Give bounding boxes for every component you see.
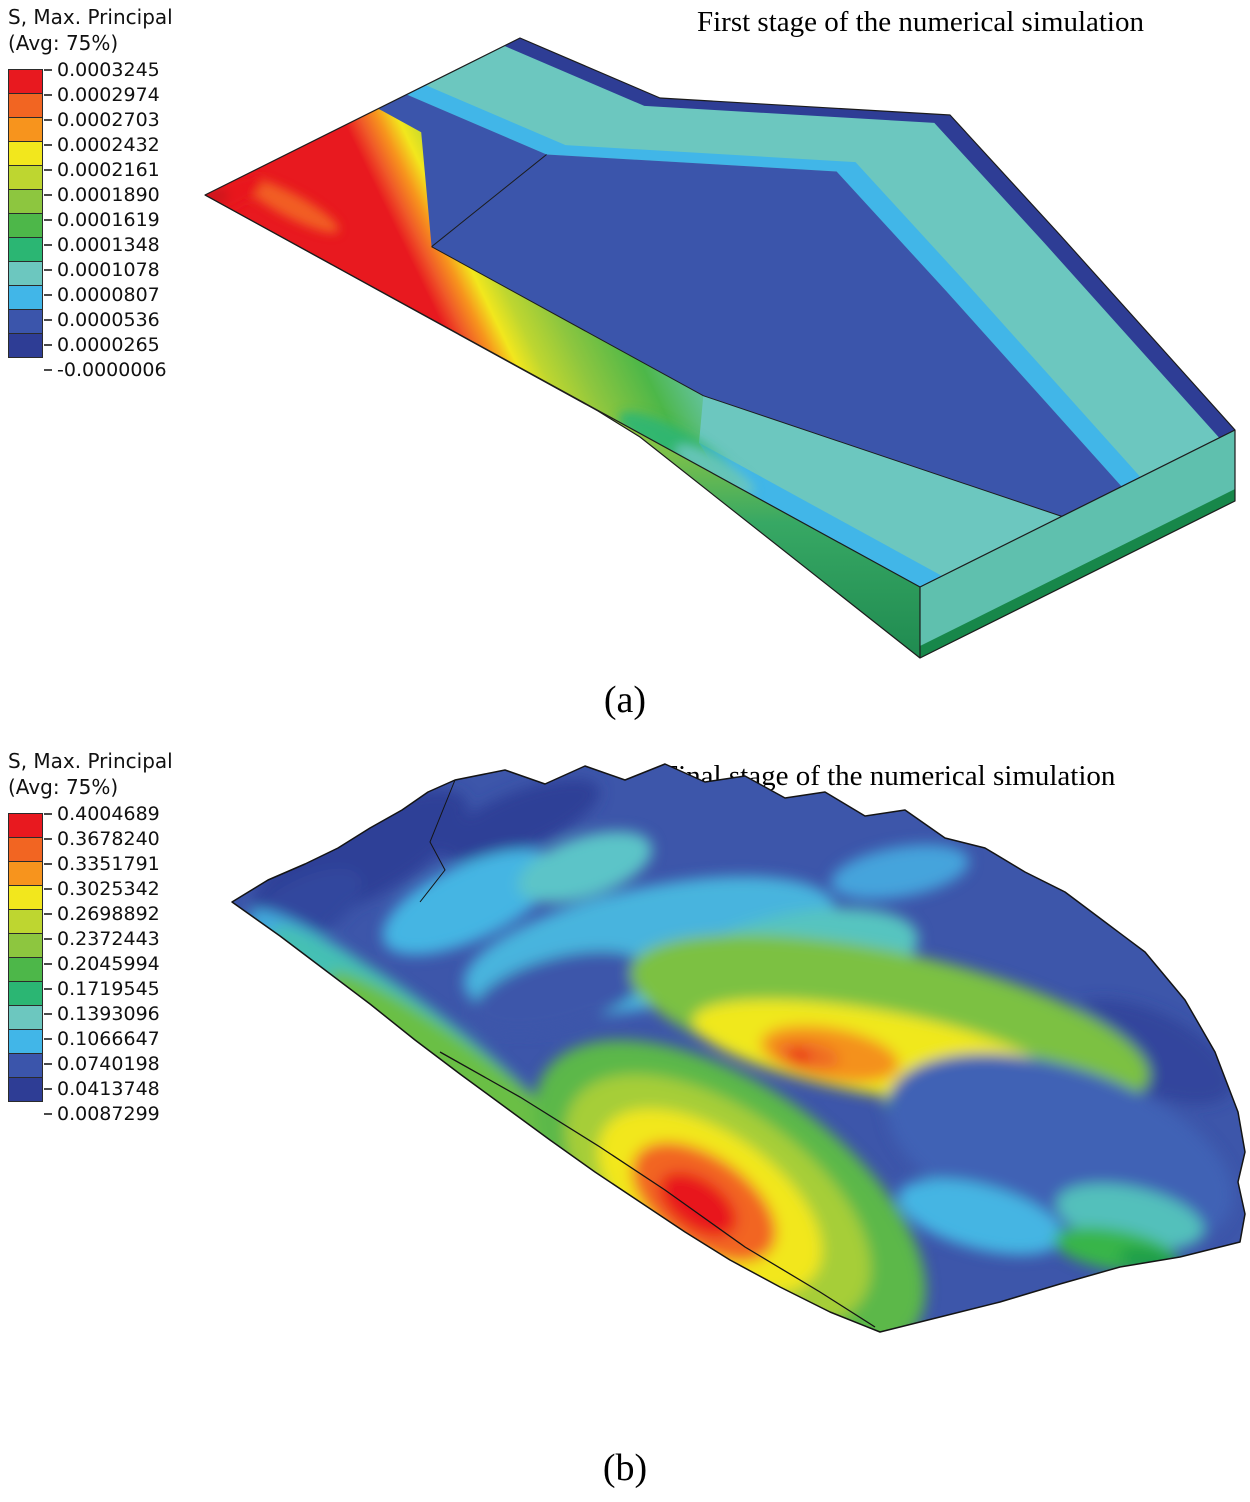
colorbar-value: 0.0001078 <box>44 257 167 282</box>
legend-title-line1: S, Max. Principal <box>8 5 173 29</box>
end-face-top-edge <box>919 429 1236 588</box>
silhouette-b <box>231 763 1246 1333</box>
colorbar: 0.0003245 0.0002974 0.0002703 0.0002432 0.00… <box>8 59 173 382</box>
colorbar-value: 0.0003245 <box>44 57 167 82</box>
embankment-toe-line <box>431 246 1062 517</box>
colorbar-value: 0.0001348 <box>44 232 167 257</box>
model-a-svg <box>204 37 1236 659</box>
contour-plot-first-stage <box>0 0 1250 704</box>
colorbar-swatch <box>8 1053 43 1078</box>
subfigure-caption-b: (b) <box>602 1447 648 1489</box>
colorbar-swatches <box>8 813 43 1126</box>
stress-gradient-slope <box>205 108 720 478</box>
colorbar-swatch <box>8 261 43 286</box>
colorbar-value: 0.0001619 <box>44 207 167 232</box>
colorbar-value: 0.0000265 <box>44 332 167 357</box>
colorbar-value: 0.0002974 <box>44 82 167 107</box>
front-terrace <box>699 395 1062 576</box>
subfigure-caption-a: (a) <box>603 679 647 721</box>
colorbar-swatch <box>8 933 43 958</box>
colorbar: 0.4004689 0.3678240 0.3351791 0.3025342 0.26… <box>8 803 173 1126</box>
model-a-body <box>205 38 1235 658</box>
colorbar-value: 0.4004689 <box>44 801 160 826</box>
colorbar-swatch <box>8 93 43 118</box>
front-terrace-cyan-stripe <box>699 442 943 587</box>
colorbar-swatch <box>8 1077 43 1102</box>
colorbar-swatch <box>8 213 43 238</box>
colorbar-swatch <box>8 981 43 1006</box>
dark-blue-patch <box>1066 999 1234 1105</box>
colorbar-swatch <box>8 1029 43 1054</box>
red-spot <box>789 1049 811 1063</box>
back-edge-stripe <box>504 38 1235 438</box>
embankment-plateau <box>274 94 1122 553</box>
colorbar-value: 0.2045994 <box>44 951 160 976</box>
colorbar-swatch <box>8 309 43 334</box>
front-top-edge <box>204 194 921 588</box>
colorbar-swatch <box>8 837 43 862</box>
teal-patch <box>517 831 653 903</box>
end-face-bottom-strip <box>920 489 1235 658</box>
colorbar-value: 0.0413748 <box>44 1076 160 1101</box>
colorbar-swatch <box>8 333 43 358</box>
colorbar-value: 0.3025342 <box>44 876 160 901</box>
colorbar-value: 0.3678240 <box>44 826 160 851</box>
colorbar-labels: 0.0003245 0.0002974 0.0002703 0.0002432 0.00… <box>44 57 167 382</box>
colorbar-value: 0.1066647 <box>44 1026 160 1051</box>
cyan-patch <box>830 844 970 900</box>
legend-title-line2: (Avg: 75%) <box>8 31 119 55</box>
colorbar-swatch <box>8 285 43 310</box>
colorbar-swatch <box>8 1005 43 1030</box>
model-a-outline <box>204 37 1236 659</box>
colorbar-swatch <box>8 117 43 142</box>
colorbar-swatch <box>8 861 43 886</box>
orange-overlay <box>241 177 339 233</box>
colorbar-value: 0.0087299 <box>44 1101 160 1126</box>
colorbar-value: 0.1719545 <box>44 976 160 1001</box>
colorbar-swatch <box>8 69 43 94</box>
colorbar-value: 0.0002703 <box>44 107 167 132</box>
embankment-crest-line <box>431 154 547 248</box>
cyan-patch <box>897 1179 1063 1255</box>
red-tip-core <box>205 186 229 206</box>
panel-a-title: First stage of the numerical simulation <box>697 6 1144 38</box>
colorbar-value: 0.0740198 <box>44 1051 160 1076</box>
colorbar-value: 0.2372443 <box>44 926 160 951</box>
colorbar-swatch <box>8 957 43 982</box>
model-b-svg <box>231 763 1246 1333</box>
colorbar-swatch <box>8 885 43 910</box>
colorbar-value: 0.0002432 <box>44 132 167 157</box>
cyan-patch <box>382 849 558 955</box>
colorbar-swatch <box>8 237 43 262</box>
colorbar-value: 0.0000807 <box>44 282 167 307</box>
dark-blue-patch <box>440 778 600 862</box>
colorbar-value: 0.3351791 <box>44 851 160 876</box>
colorbar-swatches <box>8 69 43 382</box>
legend-panel-a: S, Max. Principal (Avg: 75%) 0.0003245 0.… <box>8 4 173 382</box>
legend-title-line1: S, Max. Principal <box>8 749 173 773</box>
colorbar-value: 0.0000536 <box>44 307 167 332</box>
colorbar-swatch <box>8 909 43 934</box>
legend-panel-b: S, Max. Principal (Avg: 75%) 0.4004689 0.… <box>8 748 173 1126</box>
colorbar-swatch <box>8 165 43 190</box>
colorbar-value: 0.2698892 <box>44 901 160 926</box>
blue-patch <box>472 950 648 1034</box>
end-face <box>920 430 1235 658</box>
colorbar-value: -0.0000006 <box>44 357 167 382</box>
colorbar-swatch <box>8 141 43 166</box>
colorbar-value: 0.0001890 <box>44 182 167 207</box>
colorbar-value: 0.0002161 <box>44 157 167 182</box>
colorbar-value: 0.1393096 <box>44 1001 160 1026</box>
cyan-stripe <box>406 85 1141 487</box>
legend-title-line2: (Avg: 75%) <box>8 775 119 799</box>
teal-fade-overlay <box>675 445 755 495</box>
embankment-toe-line <box>439 1051 876 1328</box>
hotspot-red-core <box>659 1171 737 1237</box>
contour-plot-final-stage <box>0 752 1250 1466</box>
model-b-interior-lines <box>419 779 876 1328</box>
colorbar-swatch <box>8 189 43 214</box>
colorbar-labels: 0.4004689 0.3678240 0.3351791 0.3025342 0.26… <box>44 801 160 1126</box>
colorbar-swatch <box>8 813 43 838</box>
deformed-edge-line <box>419 779 456 903</box>
